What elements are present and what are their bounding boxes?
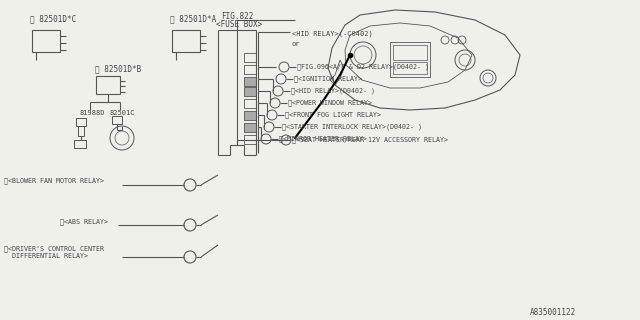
Text: ①<FRONT FOG LIGHT RELAY>: ①<FRONT FOG LIGHT RELAY> (285, 111, 381, 118)
Bar (244, 123, 256, 132)
Bar (74, 140, 86, 148)
Text: ③<SEAT HEATER/REAR 12V ACCESSORY RELAY>: ③<SEAT HEATER/REAR 12V ACCESSORY RELAY> (292, 136, 448, 143)
Text: A835001122: A835001122 (530, 308, 576, 317)
Bar (244, 111, 256, 120)
Bar (172, 30, 200, 52)
Text: 82501C: 82501C (110, 110, 136, 116)
Text: ①FIG.096<A/F & D2 RELAY>(D0402- ): ①FIG.096<A/F & D2 RELAY>(D0402- ) (297, 63, 429, 70)
Text: or: or (292, 41, 301, 47)
Bar (76, 118, 86, 126)
Bar (112, 116, 122, 124)
Text: ①<POWER WINDOW RELAY>: ①<POWER WINDOW RELAY> (288, 99, 372, 106)
Text: <FUSE BOX>: <FUSE BOX> (216, 20, 262, 29)
Text: ①<STARTER INTERLOCK RELAY>(D0402- ): ①<STARTER INTERLOCK RELAY>(D0402- ) (282, 123, 422, 130)
Text: ③ 82501D*A: ③ 82501D*A (170, 14, 216, 23)
Bar (393, 45, 427, 60)
Text: ②<DRIVER'S CONTROL CENTER
  DIFFERENTIAL RELAY>: ②<DRIVER'S CONTROL CENTER DIFFERENTIAL R… (4, 245, 104, 259)
Bar (244, 87, 256, 96)
Bar (96, 76, 120, 94)
Text: ①<IGNITION RELAY>: ①<IGNITION RELAY> (294, 75, 362, 82)
Bar (78, 126, 84, 136)
Bar (244, 99, 256, 108)
Text: <HID RELAY>(-C0402): <HID RELAY>(-C0402) (292, 30, 372, 36)
Bar (390, 42, 430, 77)
Text: ② 82501D*B: ② 82501D*B (95, 64, 141, 73)
Text: ②<ABS RELAY>: ②<ABS RELAY> (60, 218, 108, 225)
Text: ③<HID RELAY>(D0402- ): ③<HID RELAY>(D0402- ) (291, 87, 375, 94)
Text: ① 82501D*C: ① 82501D*C (30, 14, 76, 23)
Bar (244, 77, 256, 86)
Bar (244, 53, 256, 62)
Bar (244, 135, 256, 144)
Text: 81988D: 81988D (80, 110, 106, 116)
Bar (32, 30, 60, 52)
Text: FIG.822: FIG.822 (221, 12, 253, 21)
Text: ②<BLOWER FAN MOTOR RELAY>: ②<BLOWER FAN MOTOR RELAY> (4, 177, 104, 184)
Text: ①<MIRROR HEATER RELAY>: ①<MIRROR HEATER RELAY> (279, 135, 367, 142)
Bar (244, 65, 256, 74)
Bar (393, 62, 427, 74)
